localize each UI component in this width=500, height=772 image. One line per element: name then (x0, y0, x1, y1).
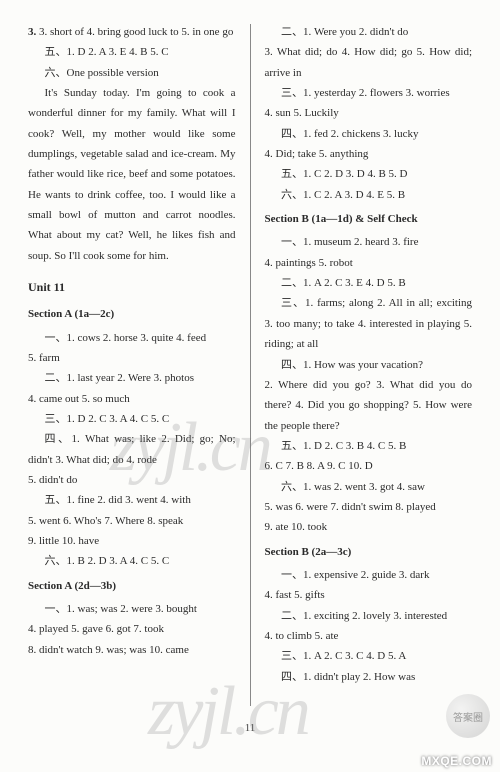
section-heading: Section A (2d—3b) (28, 576, 236, 596)
text-line: 9. little 10. have (28, 531, 236, 551)
section-heading: Section B (2a—3c) (265, 542, 473, 562)
text-line: 二、1. last year 2. Were 3. photos (28, 368, 236, 388)
logo-circle-icon: 答案圈 (446, 694, 490, 738)
column-divider (250, 24, 251, 706)
page-number: 11 (0, 722, 500, 734)
text-line: 一、1. expensive 2. guide 3. dark (265, 565, 473, 585)
text-line: 5. went 6. Who's 7. Where 8. speak (28, 511, 236, 531)
text-line: 5. didn't do (28, 470, 236, 490)
text-line: 5. was 6. were 7. didn't swim 8. played (265, 497, 473, 517)
text-line: 4. fast 5. gifts (265, 585, 473, 605)
text-line: 8. didn't watch 9. was; was 10. came (28, 640, 236, 660)
text-line: 4. played 5. gave 6. got 7. took (28, 619, 236, 639)
text-line: 6. C 7. B 8. A 9. C 10. D (265, 456, 473, 476)
left-column: 3. 3. short of 4. bring good luck to 5. … (28, 22, 236, 714)
text-line: 二、1. exciting 2. lovely 3. interested (265, 606, 473, 626)
text-line: 六、1. B 2. D 3. A 4. C 5. C (28, 551, 236, 571)
text-line: 四、1. What was; like 2. Did; go; No; didn… (28, 429, 236, 470)
text-line: 三、1. yesterday 2. flowers 3. worries (265, 83, 473, 103)
unit-heading: Unit 11 (28, 276, 236, 298)
text-line: 一、1. museum 2. heard 3. fire (265, 232, 473, 252)
text-line: 2. Where did you go? 3. What did you do … (265, 375, 473, 436)
text-line: 4. came out 5. so much (28, 389, 236, 409)
text-line: 五、1. D 2. A 3. E 4. B 5. C (28, 42, 236, 62)
text-line: 六、1. C 2. A 3. D 4. E 5. B (265, 185, 473, 205)
text-line: 9. ate 10. took (265, 517, 473, 537)
text-line: 5. farm (28, 348, 236, 368)
text-line: 4. paintings 5. robot (265, 253, 473, 273)
right-column: 二、1. Were you 2. didn't do 3. What did; … (265, 22, 473, 714)
text-line: 3. 3. short of 4. bring good luck to 5. … (28, 22, 236, 42)
text-line: 三、1. farms; along 2. All in all; excitin… (265, 293, 473, 354)
text-line: 4. to climb 5. ate (265, 626, 473, 646)
text-line: 三、1. A 2. C 3. C 4. D 5. A (265, 646, 473, 666)
text-line: 六、One possible version (28, 63, 236, 83)
section-heading: Section B (1a—1d) & Self Check (265, 209, 473, 229)
text-line: 4. sun 5. Luckily (265, 103, 473, 123)
text-line: 五、1. C 2. D 3. D 4. B 5. D (265, 164, 473, 184)
text-line: 五、1. fine 2. did 3. went 4. with (28, 490, 236, 510)
site-watermark: MXQE.COM (421, 754, 492, 768)
text-line: 四、1. didn't play 2. How was (265, 667, 473, 687)
text-line: 3. What did; do 4. How did; go 5. How di… (265, 42, 473, 83)
text-line: 三、1. D 2. C 3. A 4. C 5. C (28, 409, 236, 429)
text-line: 六、1. was 2. went 3. got 4. saw (265, 477, 473, 497)
page-container: 3. 3. short of 4. bring good luck to 5. … (0, 0, 500, 724)
section-heading: Section A (1a—2c) (28, 304, 236, 324)
text-line: 一、1. was; was 2. were 3. bought (28, 599, 236, 619)
text-line: 四、1. How was your vacation? (265, 355, 473, 375)
corner-logo: 答案圈 (434, 694, 494, 746)
paragraph: It's Sunday today. I'm going to cook a w… (28, 83, 236, 266)
text-line: 二、1. A 2. C 3. E 4. D 5. B (265, 273, 473, 293)
text-line: 二、1. Were you 2. didn't do (265, 22, 473, 42)
text-line: 五、1. D 2. C 3. B 4. C 5. B (265, 436, 473, 456)
text-line: 四、1. fed 2. chickens 3. lucky (265, 124, 473, 144)
text-line: 4. Did; take 5. anything (265, 144, 473, 164)
content: 3. short of 4. bring good luck to 5. in … (39, 26, 233, 38)
text-line: 一、1. cows 2. horse 3. quite 4. feed (28, 328, 236, 348)
